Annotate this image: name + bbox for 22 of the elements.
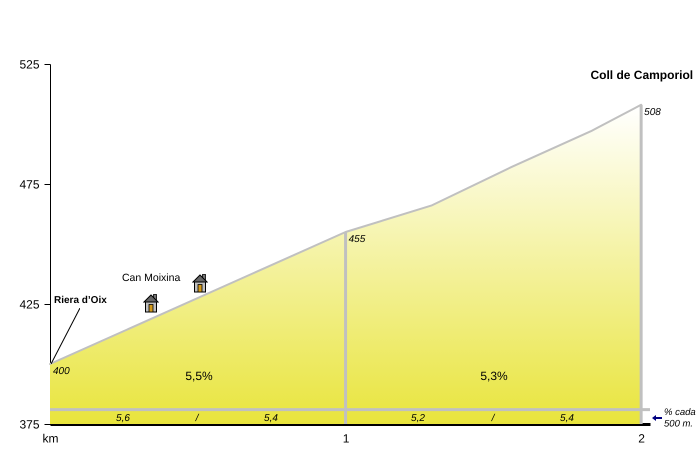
x-tick-label: 1 xyxy=(342,432,350,446)
y-tick-label: 425 xyxy=(19,298,40,312)
annotation: Riera d’Oix xyxy=(54,295,108,306)
x-tick-label: 2 xyxy=(638,432,646,446)
data-label: 455 xyxy=(348,234,366,245)
y-tick-label: 375 xyxy=(19,418,40,432)
annotation: Can Moixina xyxy=(122,272,180,284)
y-tick-label: 525 xyxy=(19,58,40,72)
annotation: 5,3% xyxy=(480,369,508,383)
annotation: 5,2 xyxy=(411,413,426,424)
annotation: / xyxy=(490,413,496,424)
annotation: 5,4 xyxy=(264,413,278,424)
text: % cada 500 m. xyxy=(664,407,696,430)
x-tick-label: km xyxy=(42,432,58,446)
annotation: Coll de Camporiol xyxy=(590,68,694,82)
data-label: 400 xyxy=(53,366,70,377)
annotation: 5,4 xyxy=(560,413,574,424)
y-tick-label: 475 xyxy=(19,178,40,192)
annotation: / xyxy=(194,413,200,424)
annotation: 5,5% xyxy=(185,369,213,383)
data-label: 508 xyxy=(644,106,662,118)
annotation: 5,6 xyxy=(116,413,130,424)
